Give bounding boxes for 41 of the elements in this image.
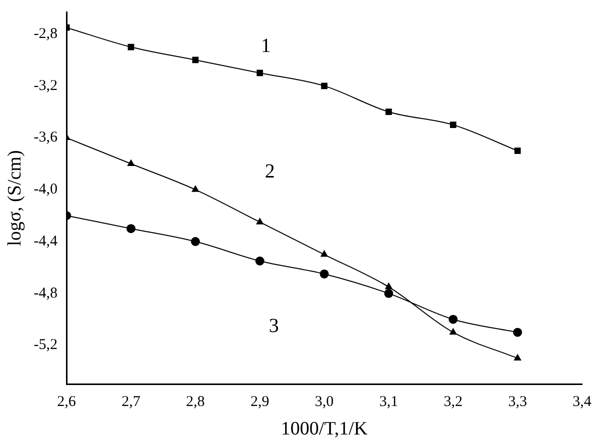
y-tick-label: -4,8 [34, 285, 58, 302]
point [448, 314, 458, 324]
y-axis-title: logσ, (S/cm) [4, 150, 26, 246]
text: 3 [268, 315, 279, 338]
point [256, 218, 264, 224]
point [255, 256, 264, 266]
y-tick-label: -2,8 [34, 26, 58, 42]
point [256, 70, 264, 76]
y-tick-label: -5,2 [34, 337, 58, 354]
point [384, 282, 393, 290]
point [321, 82, 328, 90]
y-tick-label: -4,0 [34, 182, 58, 198]
point [449, 328, 458, 335]
point [127, 159, 135, 166]
point [192, 185, 200, 192]
point [514, 354, 522, 361]
series-label: 1 [260, 35, 271, 58]
x-tick-label: 2,8 [186, 394, 205, 410]
point [192, 56, 199, 64]
point [514, 148, 521, 154]
x-tick-label: 3,3 [508, 394, 527, 410]
x-tick-label: 3,2 [444, 394, 463, 410]
y-tick-label: -3,6 [34, 130, 58, 146]
series-label: 2 [264, 160, 275, 182]
x-tick-label: 3,1 [379, 394, 398, 410]
point [126, 224, 136, 234]
x-axis-title: 1000/T,1/K [280, 418, 368, 440]
y-tick-label: -4,4 [34, 233, 58, 250]
point [384, 288, 394, 298]
point [450, 122, 456, 128]
point [513, 328, 522, 337]
x-tick-label: 2,9 [250, 394, 270, 410]
x-tick-label: 3,4 [572, 394, 592, 410]
point [190, 237, 200, 246]
x-tick-label: 2,6 [57, 394, 76, 410]
point [320, 269, 329, 278]
y-tick-label: -3,2 [34, 78, 58, 94]
x-tick-label: 2,7 [122, 394, 141, 410]
point [320, 250, 328, 257]
point [386, 108, 392, 116]
x-tick-label: 3,0 [314, 394, 334, 410]
